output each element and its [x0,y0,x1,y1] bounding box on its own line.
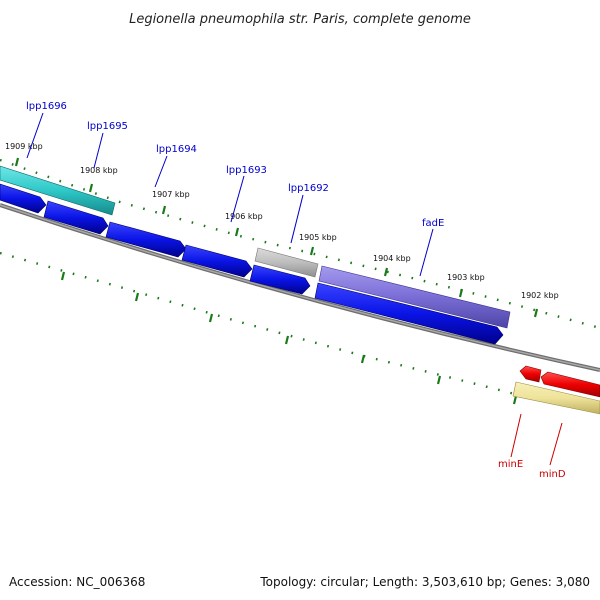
major-tick [458,288,464,298]
gene-lpp1694 [105,221,187,258]
gene-blue-e [249,264,311,295]
kbp-labels: 1909 kbp 1908 kbp 1907 kbp 1906 kbp 1905… [5,142,559,300]
major-tick [360,354,366,364]
gene-lpp1696 [0,165,116,216]
topology-text: Topology: circular; Length: 3,503,610 bp… [259,575,590,589]
gene-lpp1692 [254,247,319,278]
kbp-label-1902: 1902 kbp [521,291,559,300]
gene-yellow [512,381,600,415]
gene-label-fadE: fadE [422,218,444,229]
gene-label-minE: minE [498,459,523,470]
gene-lpp1693 [181,244,253,278]
major-tick [208,313,214,323]
major-tick [309,246,315,256]
leader-lines-reverse [510,413,563,466]
gene-label-lpp1695: lpp1695 [87,121,128,132]
gene-labels: lpp1696 lpp1695 lpp1694 lpp1693 lpp1692 … [26,101,566,480]
kbp-label-1907: 1907 kbp [152,190,190,199]
gene-minD [540,371,600,398]
major-tick [533,308,539,318]
gene-blue-a [0,183,47,214]
gene-label-lpp1694: lpp1694 [156,144,197,155]
accession-text: Accession: NC_006368 [9,575,145,589]
major-tick [512,395,518,405]
outer-tick-ring [0,157,600,330]
major-tick [284,335,290,345]
kbp-label-1903: 1903 kbp [447,273,485,282]
major-tick [436,375,442,385]
map-title: Legionella pneumophila str. Paris, compl… [129,12,471,27]
gene-label-lpp1693: lpp1693 [226,165,267,176]
major-tick [88,183,94,193]
gene-minE [519,365,542,383]
kbp-label-1904: 1904 kbp [373,254,411,263]
gene-label-lpp1692: lpp1692 [288,183,329,194]
major-tick [14,157,20,167]
major-tick [60,271,66,281]
leader-lines-forward [26,112,434,277]
kbp-label-1908: 1908 kbp [80,166,118,175]
gene-label-lpp1696: lpp1696 [26,101,67,112]
gene-label-minD: minD [539,469,566,480]
major-tick [161,205,167,215]
major-tick [234,227,240,237]
gene-lpp1695 [43,200,109,235]
major-tick [134,292,140,302]
major-tick [383,267,389,277]
inner-tick-ring [0,251,531,405]
gene-blue-f [314,282,504,345]
kbp-label-1906: 1906 kbp [225,212,263,221]
kbp-label-1909: 1909 kbp [5,142,43,151]
gene-fadE [318,265,511,329]
kbp-label-1905: 1905 kbp [299,233,337,242]
